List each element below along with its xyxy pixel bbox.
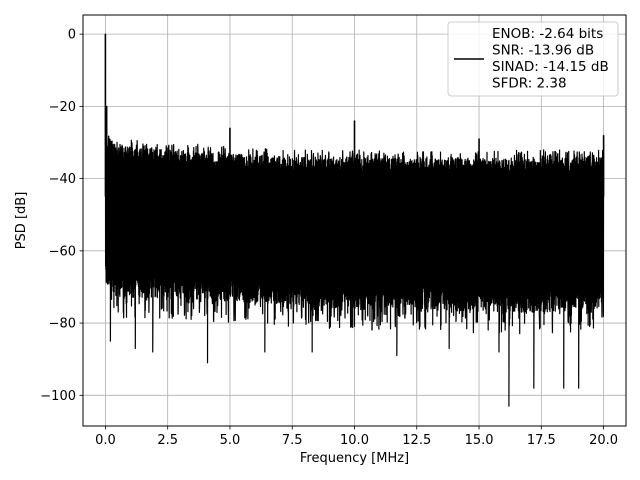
x-tick-label: 2.5 xyxy=(157,433,178,448)
legend-box xyxy=(447,21,619,97)
x-tick-label: 12.5 xyxy=(402,433,431,448)
y-tick-label: −80 xyxy=(49,317,76,332)
y-tick-label: −20 xyxy=(49,100,76,115)
legend-enob: ENOB: -2.64 bits xyxy=(492,26,603,42)
x-tick-label: 15.0 xyxy=(465,433,494,448)
psd-trace xyxy=(104,33,605,407)
x-tick-label: 20.0 xyxy=(589,433,618,448)
legend-sfdr: SFDR: 2.38 xyxy=(492,76,567,92)
x-axis-label: Frequency [MHz] xyxy=(300,451,409,466)
legend-sinad: SINAD: -14.15 dB xyxy=(492,59,609,75)
x-tick-label: 17.5 xyxy=(527,433,556,448)
y-axis-label: PSD [dB] xyxy=(14,192,29,250)
y-tick-label: −100 xyxy=(40,389,76,404)
legend: ENOB: -2.64 bits SNR: -13.96 dB SINAD: -… xyxy=(447,21,619,97)
y-tick-label: −60 xyxy=(49,244,76,259)
x-tick-label: 10.0 xyxy=(340,433,369,448)
x-tick-label: 5.0 xyxy=(220,433,241,448)
legend-snr: SNR: -13.96 dB xyxy=(492,43,594,59)
y-tick-label: −40 xyxy=(49,172,76,187)
data-series xyxy=(104,33,605,407)
x-tick-label: 0.0 xyxy=(95,433,116,448)
y-tick-label: 0 xyxy=(68,28,76,43)
axis-ticks: 0.0 2.5 5.0 7.5 10.0 12.5 15.0 17.5 20.0 0 −20 −40 −… xyxy=(40,28,618,448)
x-tick-label: 7.5 xyxy=(282,433,303,448)
